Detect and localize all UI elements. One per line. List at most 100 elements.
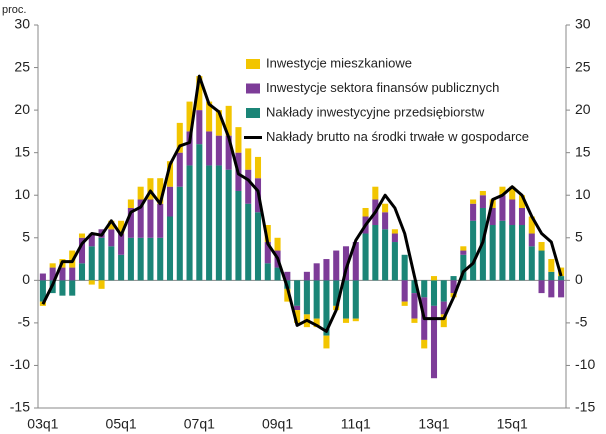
bar bbox=[538, 250, 545, 281]
bar bbox=[538, 280, 545, 294]
bar bbox=[59, 267, 66, 281]
bar bbox=[411, 318, 418, 323]
bar bbox=[421, 339, 428, 349]
bar bbox=[186, 165, 193, 281]
bar bbox=[372, 186, 379, 200]
bar bbox=[137, 199, 144, 238]
bar bbox=[509, 225, 516, 281]
bar bbox=[118, 254, 125, 281]
bar bbox=[558, 276, 565, 281]
bar bbox=[157, 203, 164, 238]
x-tick-label: 03q1 bbox=[27, 416, 58, 432]
bar bbox=[196, 110, 203, 145]
y-tick-label: -15 bbox=[10, 399, 30, 415]
bar bbox=[440, 280, 447, 302]
bar bbox=[206, 131, 213, 166]
bar bbox=[166, 186, 174, 217]
bar bbox=[391, 229, 398, 234]
x-tick-label: 05q1 bbox=[106, 416, 137, 432]
bar bbox=[342, 246, 350, 281]
y-tick-label: -5 bbox=[18, 314, 31, 330]
bar bbox=[460, 246, 467, 251]
bar bbox=[518, 195, 526, 208]
y-tick-label: 0 bbox=[22, 271, 30, 287]
y2-tick-label: -10 bbox=[575, 356, 595, 372]
bar bbox=[430, 305, 438, 379]
bar bbox=[98, 280, 105, 289]
bar bbox=[59, 280, 66, 296]
bar bbox=[196, 144, 203, 281]
bar bbox=[166, 161, 174, 187]
bar bbox=[284, 288, 291, 302]
x-tick-label: 13q1 bbox=[418, 416, 449, 432]
bar bbox=[323, 335, 330, 349]
y-tick-label: 5 bbox=[22, 228, 30, 244]
bar bbox=[352, 318, 359, 322]
bar bbox=[176, 186, 183, 281]
bar bbox=[372, 225, 379, 281]
bar bbox=[147, 199, 154, 238]
bar bbox=[264, 242, 271, 264]
bar bbox=[430, 280, 438, 306]
bar bbox=[78, 263, 86, 281]
bar bbox=[479, 190, 486, 196]
bar bbox=[264, 225, 271, 243]
bar bbox=[49, 263, 56, 268]
bar bbox=[206, 165, 213, 281]
bar bbox=[225, 169, 232, 281]
bar bbox=[88, 246, 95, 281]
bar bbox=[157, 178, 164, 204]
x-tick-label: 15q1 bbox=[497, 416, 528, 432]
bar bbox=[264, 263, 271, 281]
y2-tick-label: 0 bbox=[575, 271, 583, 287]
bar bbox=[274, 267, 281, 281]
y-tick-label: 30 bbox=[14, 16, 30, 32]
bar bbox=[294, 310, 301, 323]
bar bbox=[450, 280, 457, 294]
bar bbox=[294, 305, 301, 311]
legend-swatch bbox=[246, 108, 260, 118]
bar bbox=[342, 318, 350, 323]
bar bbox=[430, 276, 438, 281]
bar bbox=[548, 280, 555, 298]
bar bbox=[538, 242, 545, 251]
y-tick-label: -10 bbox=[10, 356, 30, 372]
bar bbox=[323, 280, 330, 336]
legend-swatch bbox=[246, 83, 260, 94]
bar bbox=[489, 207, 496, 226]
bar bbox=[313, 318, 320, 328]
bar bbox=[118, 233, 125, 255]
y2-tick-label: -15 bbox=[575, 399, 595, 415]
bar bbox=[528, 233, 535, 247]
bar bbox=[186, 131, 193, 166]
bar bbox=[254, 156, 262, 179]
bar bbox=[196, 76, 203, 111]
y2-tick-label: 20 bbox=[575, 101, 591, 117]
legend-label: Nakłady inwestycyjne przedsiębiorstw bbox=[266, 104, 485, 119]
bar bbox=[411, 293, 418, 319]
bar bbox=[274, 237, 281, 251]
bar bbox=[528, 246, 535, 281]
bar bbox=[108, 246, 115, 281]
y-tick-label: 10 bbox=[14, 186, 30, 202]
bar bbox=[460, 254, 467, 281]
bar bbox=[284, 271, 291, 281]
y-unit-label: proc. bbox=[2, 4, 26, 16]
bar bbox=[127, 237, 134, 281]
bar bbox=[303, 271, 310, 281]
bar bbox=[479, 195, 486, 208]
bar bbox=[235, 127, 242, 153]
legend-label: Inwestycje mieszkaniowe bbox=[266, 55, 412, 70]
bar bbox=[401, 280, 408, 302]
bar bbox=[421, 280, 428, 298]
bar bbox=[558, 280, 565, 298]
bar bbox=[215, 110, 222, 136]
bar bbox=[333, 280, 340, 306]
y2-tick-label: 25 bbox=[575, 58, 591, 74]
bar bbox=[342, 280, 350, 319]
bar bbox=[137, 186, 144, 200]
bar bbox=[352, 280, 359, 319]
bar bbox=[245, 203, 252, 281]
bar bbox=[470, 203, 477, 221]
x-tick-label: 11q1 bbox=[341, 416, 371, 432]
